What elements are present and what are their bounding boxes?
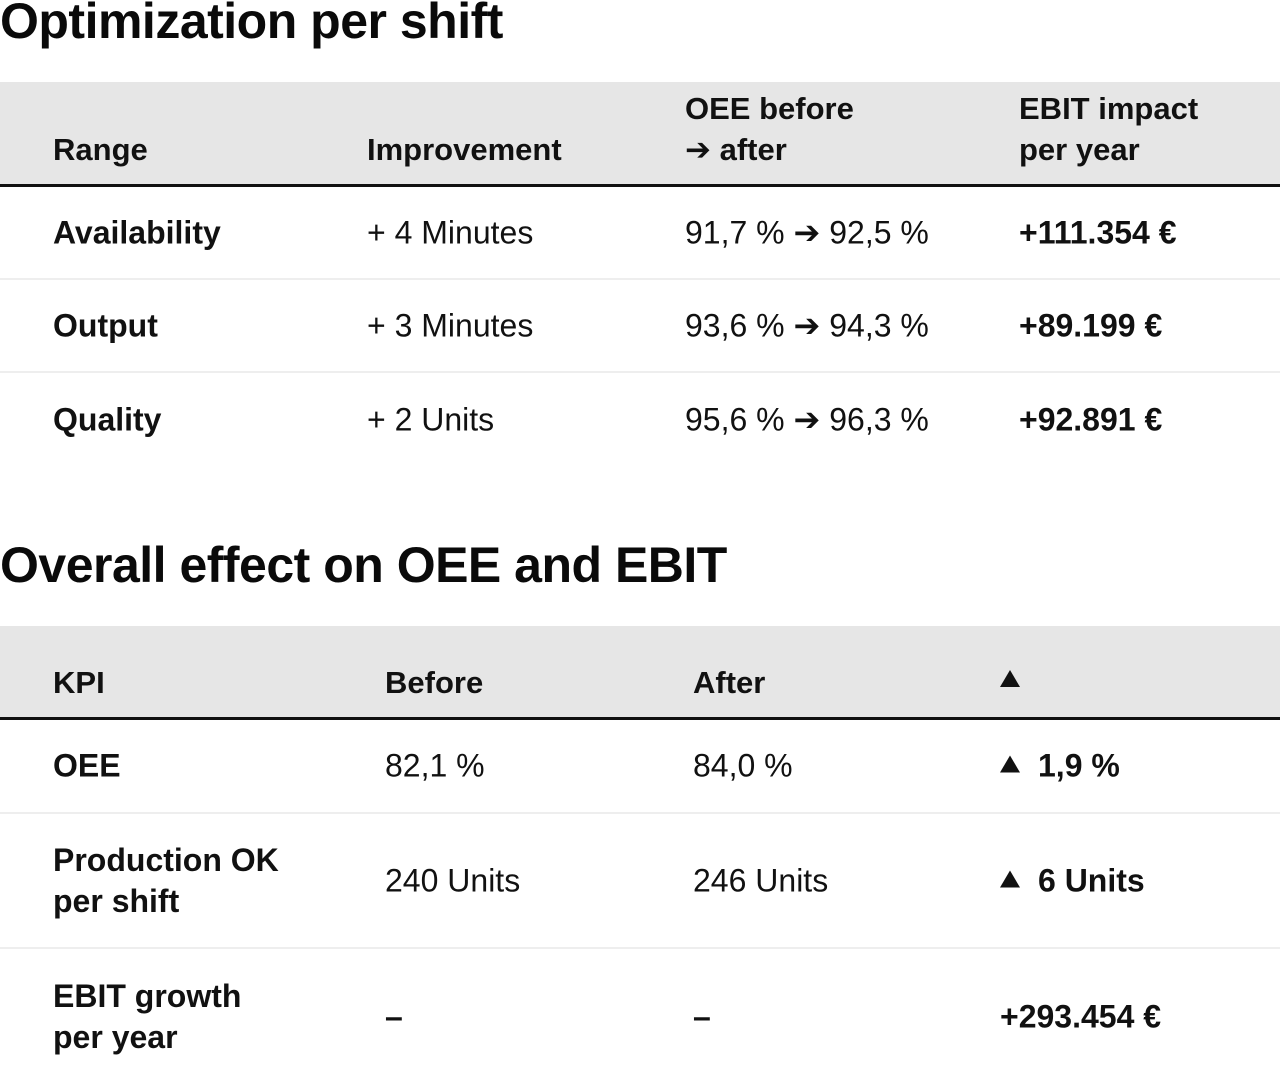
header-after: After [693,665,766,700]
improvement-cell: + 3 Minutes [367,307,534,343]
after-cell: 84,0 % [693,747,793,784]
triangle-up-icon [1000,755,1020,773]
table-row: Output + 3 Minutes 93,6 % ➔ 94,3 % +89.1… [0,280,1280,373]
oee-cell: 93,6 % ➔ 94,3 % [685,307,929,343]
improvement-cell: + 4 Minutes [367,214,534,250]
ebit-cell: +92.891 € [1019,401,1163,437]
kpi-line2: per year [53,1018,178,1055]
kpi-cell: OEE [53,747,121,784]
kpi-cell: EBIT growth per year [53,976,241,1058]
header-delta [1000,662,1020,703]
improvement-cell: + 2 Units [367,401,495,437]
table-header: KPI Before After [0,626,1280,720]
table-row: Quality + 2 Units 95,6 % ➔ 96,3 % +92.89… [0,373,1280,466]
section-title-optimization: Optimization per shift [0,0,503,49]
triangle-up-icon [1000,670,1020,687]
kpi-line1: EBIT growth [53,977,242,1014]
range-cell: Output [53,307,158,343]
ebit-cell: +89.199 € [1019,307,1163,343]
before-cell: – [385,998,403,1034]
header-ebit: EBIT impact per year [1019,88,1198,170]
range-cell: Quality [53,401,162,437]
table-row: Production OK per shift 240 Units 246 Un… [0,814,1280,949]
before-cell: 240 Units [385,862,521,898]
kpi-line2: per shift [53,882,180,919]
delta-value: 6 Units [1038,862,1145,898]
kpi-cell: Production OK per shift [53,840,279,922]
table-row: Availability + 4 Minutes 91,7 % ➔ 92,5 %… [0,187,1280,280]
range-cell: Availability [53,214,221,250]
after-cell: – [693,998,711,1034]
delta-cell: +293.454 € [1000,998,1162,1034]
optimization-table: Range Improvement OEE before ➔ after EBI… [0,82,1280,466]
section-title-overall-effect: Overall effect on OEE and EBIT [0,537,727,593]
after-cell: 246 Units [693,862,829,898]
header-before: Before [385,665,484,700]
oee-cell: 95,6 % ➔ 96,3 % [685,401,929,437]
overall-effect-table: KPI Before After OEE 82,1 % 84,0 % 1,9 %… [0,626,1280,1084]
table-header: Range Improvement OEE before ➔ after EBI… [0,82,1280,187]
table-row: OEE 82,1 % 84,0 % 1,9 % [0,720,1280,814]
ebit-cell: +111.354 € [1019,214,1177,250]
header-improvement: Improvement [367,132,562,167]
before-cell: 82,1 % [385,747,485,784]
triangle-up-icon [1000,870,1020,887]
delta-value: 1,9 % [1038,747,1120,784]
header-oee-line1: OEE before [685,91,854,126]
table-row: EBIT growth per year – – +293.454 € [0,949,1280,1084]
header-ebit-line1: EBIT impact [1019,91,1199,126]
header-kpi: KPI [53,665,105,700]
header-oee: OEE before ➔ after [685,88,854,170]
header-ebit-line2: per year [1019,132,1140,167]
header-oee-line2: ➔ after [685,132,787,167]
delta-cell: 6 Units [1000,860,1145,901]
header-range: Range [53,132,148,167]
delta-cell: 1,9 % [1000,746,1120,787]
kpi-line1: Production OK [53,841,279,878]
oee-cell: 91,7 % ➔ 92,5 % [685,214,929,250]
